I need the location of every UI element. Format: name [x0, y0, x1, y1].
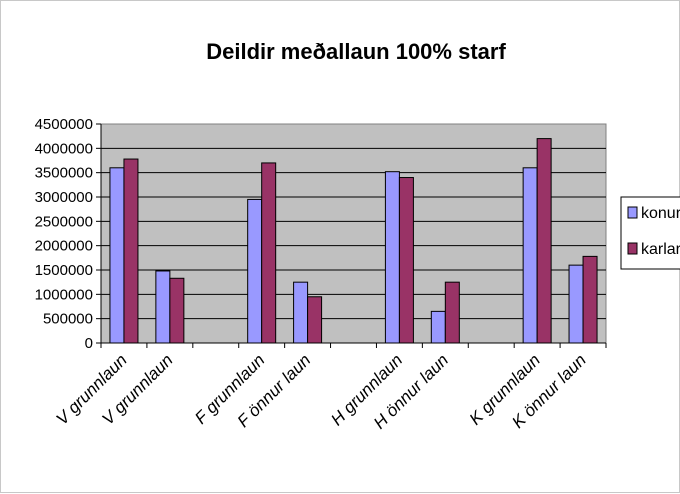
legend-label-karlar: karlar	[641, 241, 680, 258]
y-tick-label: 500000	[43, 311, 93, 328]
y-tick-label: 4500000	[35, 116, 93, 133]
bar-karlar-6	[398, 177, 414, 344]
legend-swatch-karlar	[627, 242, 638, 255]
bar-konur-9	[522, 167, 538, 344]
bar-karlar-1	[169, 277, 185, 344]
bar-karlar-3	[261, 162, 277, 344]
bar-karlar-4	[307, 296, 323, 344]
bar-konur-4	[293, 281, 309, 344]
legend-swatch-konur	[627, 206, 638, 219]
y-tick-label: 2000000	[35, 238, 93, 255]
bar-konur-7	[430, 310, 446, 344]
y-tick-label: 4000000	[35, 140, 93, 157]
bar-konur-0	[109, 167, 125, 344]
bar-konur-6	[384, 171, 400, 344]
bar-konur-3	[247, 198, 263, 344]
plot-area: 4500000 4000000 3500000 3000000 2500000 20000…	[35, 116, 607, 433]
y-tick-label: 1000000	[35, 286, 93, 303]
y-tick-label: 3500000	[35, 165, 93, 182]
y-tick-label: 0	[85, 335, 93, 352]
bar-konur-10	[568, 264, 584, 344]
bar-karlar-7	[444, 281, 460, 344]
y-tick-label: 3000000	[35, 189, 93, 206]
bar-karlar-9	[536, 138, 552, 344]
bar-karlar-10	[582, 255, 598, 344]
legend: konur karlar	[620, 196, 680, 270]
bar-karlar-0	[123, 158, 139, 344]
legend-label-konur: konur	[641, 205, 680, 222]
chart-title: Deildir meðallaun 100% starf	[206, 39, 506, 64]
y-tick-label: 1500000	[35, 262, 93, 279]
plot-background	[100, 123, 607, 344]
bar-konur-1	[155, 270, 171, 344]
y-tick-label: 2500000	[35, 213, 93, 230]
